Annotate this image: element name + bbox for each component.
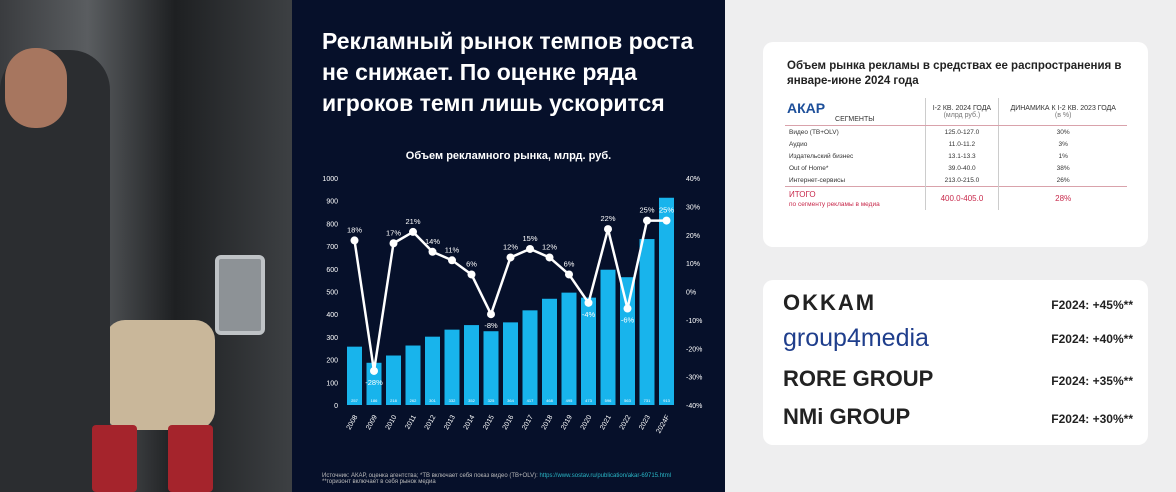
header-segments: СЕГМЕНТЫ (835, 116, 875, 123)
table-cell: 1% (1058, 152, 1068, 160)
header-growth: ДИНАМИКА К I-2 КВ. 2023 ГОДА (1010, 104, 1116, 112)
table-row: Аудио 11.0-11.2 3% (785, 138, 1127, 150)
speaker (0, 50, 110, 492)
table-cell: 213.0-215.0 (924, 174, 1000, 187)
presentation-slide: Рекламный рынок темпов роста не снижает.… (292, 0, 725, 492)
forecast-nmigroup: NMi GROUP F2024: +30%** (783, 404, 1133, 434)
table-cell: 11.0-11.2 (924, 138, 1000, 150)
drink-glass (92, 425, 137, 492)
source-note: Источник: АКАР, оценка агентства; *ТВ вк… (322, 473, 722, 485)
table-title: Объем рынка рекламы в средствах ее распр… (787, 60, 1122, 87)
table-cell: Издательский бизнес (789, 152, 854, 160)
slide-title: Рекламный рынок темпов роста не снижает.… (322, 28, 694, 116)
conference-room-photo (0, 0, 292, 492)
forecast-value: F2024: +30%** (1051, 412, 1133, 426)
forecast-group4media: group4media F2024: +40%** (783, 324, 1133, 354)
table-row: Видео (ТВ+OLV) 125.0-127.0 30% (785, 125, 1127, 138)
table-cell: 30% (1056, 128, 1070, 136)
total-value: 400.0-405.0 (924, 186, 1000, 210)
table-row: Интернет-сервисы 213.0-215.0 26% (785, 174, 1127, 187)
source-text: Источник: АКАР, оценка агентства; *ТВ вк… (322, 473, 538, 479)
roregroup-logo: RORE GROUP (783, 366, 934, 391)
table-cell: 39.0-40.0 (924, 162, 1000, 174)
forecast-value: F2024: +45%** (1051, 298, 1133, 312)
source-link[interactable]: https://www.sostav.ru/publication/akar-6… (539, 473, 672, 479)
table-cell: 13.1-13.3 (924, 150, 1000, 162)
table-cell: 26% (1056, 176, 1070, 184)
forecast-value: F2024: +35%** (1051, 374, 1133, 388)
header-growth-unit: (в %) (1054, 111, 1072, 119)
speaker-head (5, 48, 67, 128)
forecast-value: F2024: +40%** (1051, 332, 1133, 346)
total-sub: по сегменту рекламы в медиа (789, 200, 880, 208)
chair (105, 320, 215, 430)
forecast-okkam: OKKAM F2024: +45%** (783, 290, 1133, 320)
table-cell: 38% (1056, 164, 1070, 172)
total-growth: 28% (998, 186, 1127, 210)
door-handle (215, 255, 265, 335)
okkam-logo: OKKAM (783, 290, 877, 315)
table-cell: Аудио (789, 140, 808, 148)
nmigroup-logo: NMi GROUP (783, 404, 911, 429)
chart-title: Объем рекламного рынка, млрд. руб. (405, 150, 612, 162)
right-panel: Объем рынка рекламы в средствах ее распр… (725, 0, 1176, 492)
forecasts-card: OKKAM F2024: +45%** group4media F2024: +40… (763, 280, 1148, 445)
table-cell: 3% (1058, 140, 1068, 148)
total-label: ИТОГО (789, 189, 816, 199)
forecast-roregroup: RORE GROUP F2024: +35%** (783, 366, 1133, 396)
total-row: ИТОГО по сегменту рекламы в медиа 400.0-40… (785, 186, 1127, 210)
segments-table: АКАР СЕГМЕНТЫ I-2 КВ. 2024 ГОДА (млрд руб.… (785, 98, 1127, 210)
table-cell: Видео (ТВ+OLV) (789, 128, 839, 136)
table-row: Out of Home* 39.0-40.0 38% (785, 162, 1127, 174)
header-unit: (млрд руб.) (943, 111, 981, 119)
group4media-logo: group4media (783, 324, 929, 352)
header-period: I-2 КВ. 2024 ГОДА (932, 104, 992, 112)
table-cell: Out of Home* (789, 164, 829, 172)
drink-glass (168, 425, 213, 492)
akar-logo: АКАР (787, 100, 826, 116)
table-cell: Интернет-сервисы (789, 176, 846, 184)
segments-table-card: Объем рынка рекламы в средствах ее распр… (763, 42, 1148, 247)
table-row: Издательский бизнес 13.1-13.3 1% (785, 150, 1127, 162)
footnote: **горизонт включает в себя рынок медиа (322, 479, 436, 485)
table-cell: 125.0-127.0 (924, 125, 1000, 138)
